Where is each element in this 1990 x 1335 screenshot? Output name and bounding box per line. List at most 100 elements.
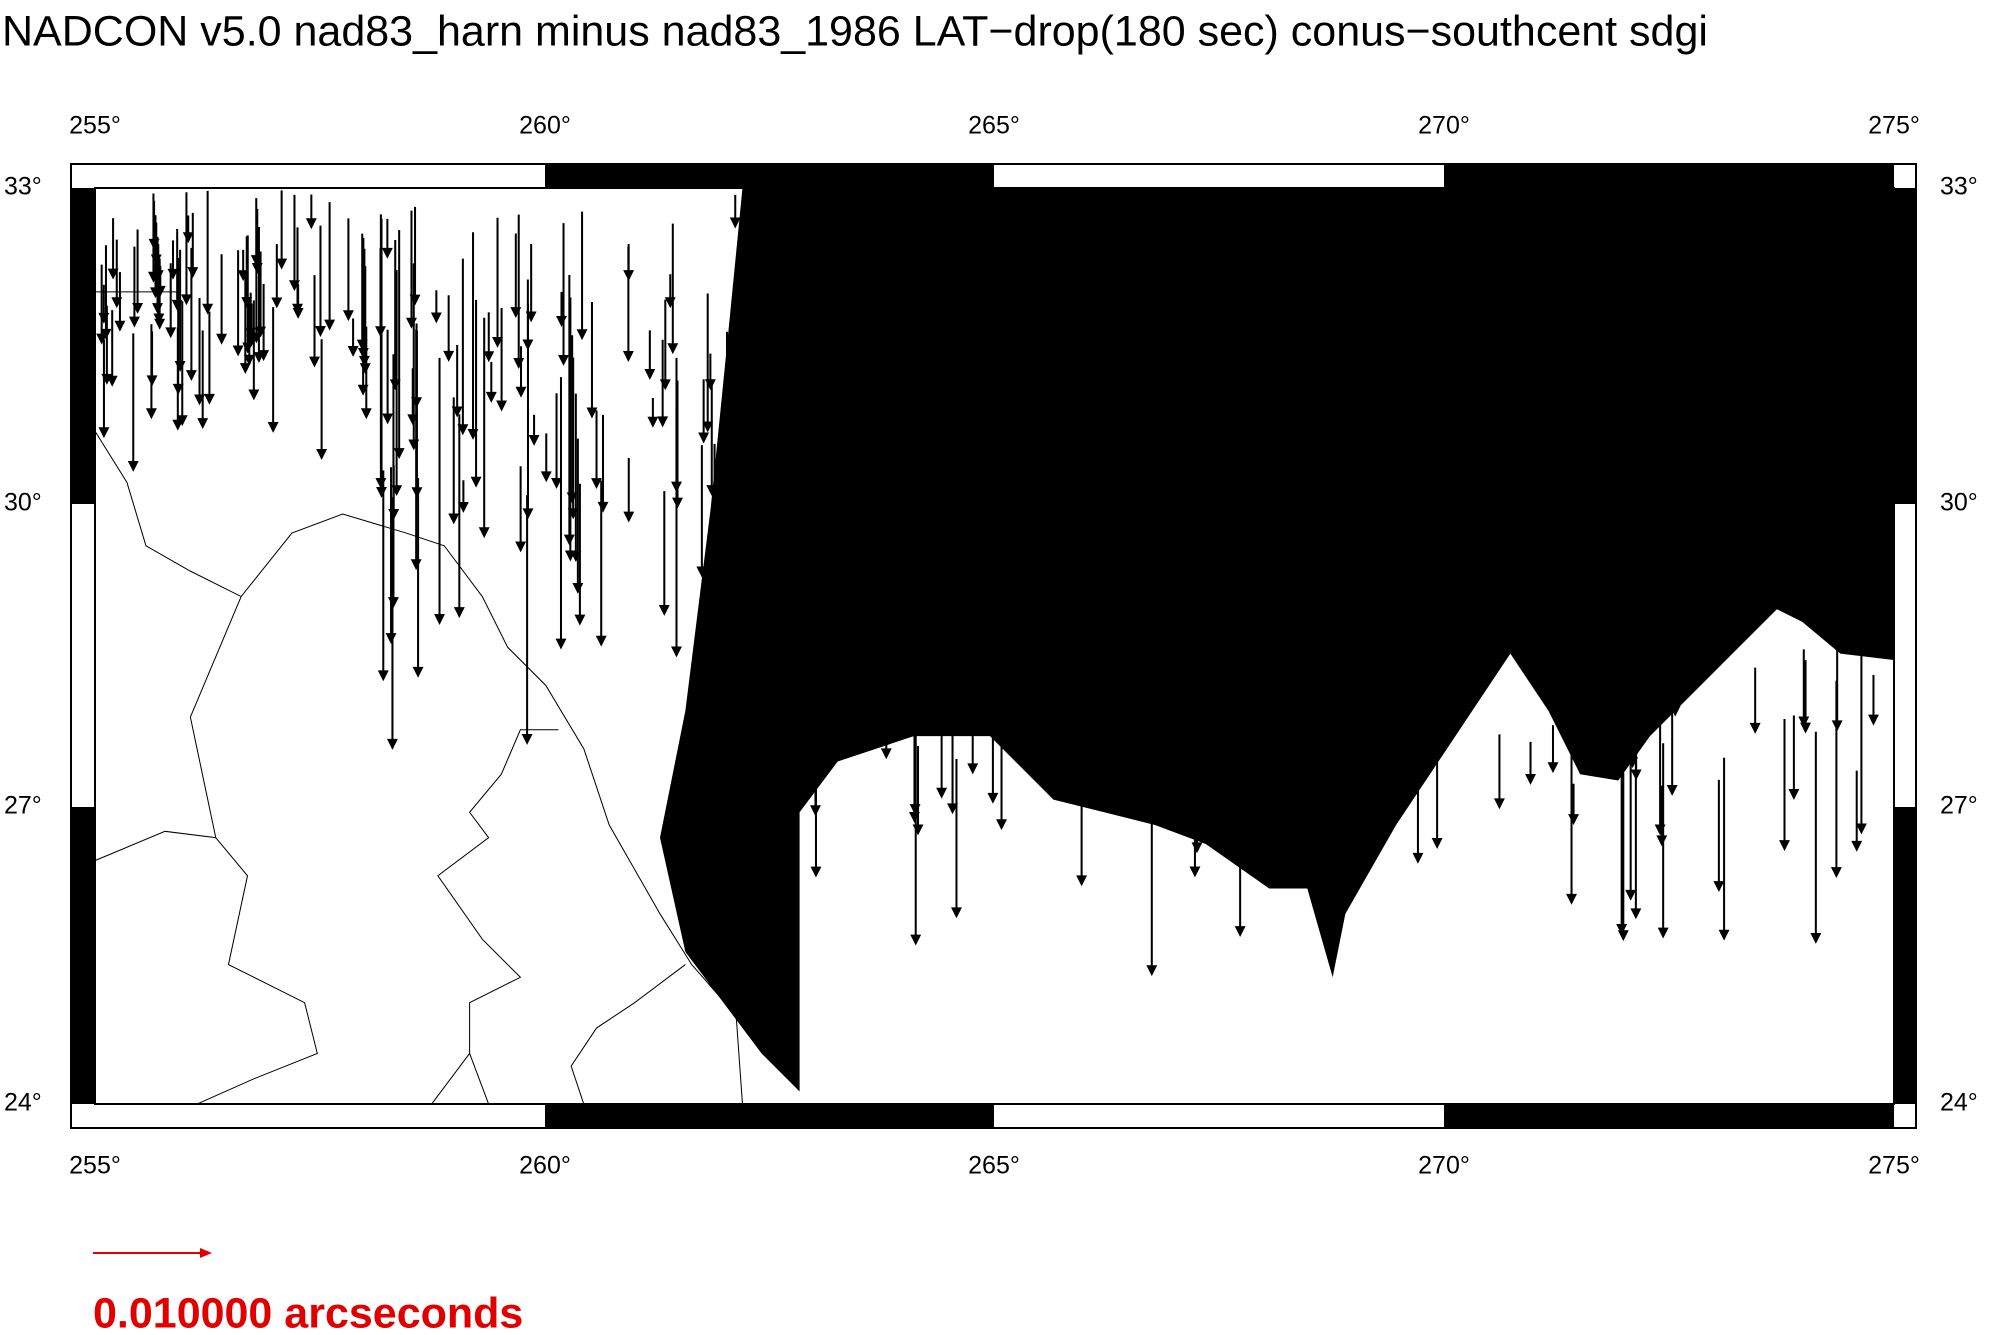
arrow-head	[1191, 842, 1203, 854]
arrow-head	[591, 478, 602, 490]
arrow-head	[658, 605, 670, 616]
arrow-head	[347, 345, 359, 357]
arrow-head	[483, 351, 495, 363]
arrow-head	[412, 666, 424, 678]
arrow-head	[316, 449, 328, 460]
x-tick-label: 260°	[519, 112, 571, 140]
arrow-head	[443, 350, 455, 362]
y-tick-label: 33°	[1940, 173, 1978, 201]
boundaries	[94, 291, 743, 1105]
arrow-head	[644, 368, 656, 380]
y-tick-label: 30°	[4, 489, 42, 517]
x-tick-label: 275°	[1868, 1152, 1920, 1180]
scale-arrowhead	[200, 1248, 212, 1258]
arrow-head	[388, 597, 399, 609]
arrow-head	[185, 370, 197, 381]
arrow-head	[1666, 785, 1678, 796]
x-tick-label: 260°	[519, 1152, 571, 1180]
arrow-head	[1412, 852, 1424, 864]
arrow-head	[174, 360, 186, 372]
x-tick-label: 255°	[69, 1152, 121, 1180]
arrow-head	[128, 316, 140, 328]
arrow-head	[98, 427, 110, 439]
border-bar	[545, 1104, 994, 1128]
border-bar	[1444, 1104, 1894, 1128]
arrow-head	[197, 418, 209, 429]
arrow-head	[271, 297, 283, 309]
arrow-head	[667, 343, 679, 355]
arrow-head	[187, 267, 199, 279]
arrow-head	[324, 319, 336, 331]
arrow-head	[267, 422, 279, 433]
arrow-head	[1851, 840, 1863, 852]
arrow-head	[408, 439, 420, 451]
arrow-head	[292, 308, 304, 319]
arrow-head	[180, 294, 192, 306]
arrow-head	[622, 351, 634, 362]
arrow-head	[451, 406, 463, 418]
dense-arrows	[659, 187, 1894, 1092]
arrow-head	[1749, 722, 1761, 734]
arrow-head	[647, 416, 659, 428]
arrow-head	[522, 508, 534, 520]
arrow-head	[1146, 965, 1158, 977]
arrow-head	[1076, 875, 1088, 887]
arrow-head	[478, 527, 490, 539]
arrow-head	[448, 513, 460, 525]
arrow-head	[595, 635, 607, 647]
arrow-head	[411, 487, 423, 499]
arrow-head	[146, 375, 158, 387]
y-tick-label: 27°	[1940, 792, 1978, 820]
arrow-head	[216, 333, 228, 345]
arrow-head	[1830, 867, 1842, 879]
arrow-head	[1625, 889, 1637, 901]
arrow-head	[382, 413, 394, 425]
arrow-head	[457, 424, 469, 436]
arrow-head	[576, 329, 588, 341]
arrow-head	[453, 607, 465, 619]
arrow-head	[1855, 823, 1867, 835]
border-bar	[1894, 188, 1916, 504]
arrow-head	[315, 326, 326, 337]
arrow-head	[485, 391, 497, 403]
arrow-head	[810, 866, 822, 878]
arrow-head	[967, 763, 979, 775]
arrow-head	[165, 327, 177, 339]
arrow-head	[457, 501, 469, 513]
arrow-head	[996, 819, 1007, 831]
arrow-head	[729, 217, 741, 229]
arrow-head	[358, 355, 370, 367]
y-tick-label: 24°	[4, 1089, 42, 1117]
arrow-head	[525, 311, 537, 323]
arrow-head	[659, 379, 671, 391]
arrow-head	[239, 363, 251, 375]
arrow-head	[98, 312, 110, 324]
arrow-head	[237, 270, 249, 282]
arrow-head	[111, 297, 123, 309]
arrow-head	[176, 415, 188, 427]
x-tick-label: 270°	[1418, 1152, 1470, 1180]
arrow-head	[555, 638, 567, 650]
arrow-head	[253, 352, 265, 363]
arrow-head	[551, 477, 562, 489]
x-tick-label: 255°	[69, 112, 121, 140]
arrow-head	[357, 384, 369, 396]
arrow-head	[1566, 893, 1577, 905]
arrow-head	[167, 268, 179, 280]
arrow-head	[1718, 929, 1730, 941]
arrow-head	[388, 508, 400, 520]
border-bar	[1444, 164, 1894, 188]
arrow-head	[515, 386, 527, 398]
x-tick-label: 270°	[1418, 112, 1470, 140]
arrow-head	[1493, 798, 1505, 810]
arrow-head	[232, 345, 244, 357]
x-tick-label: 265°	[968, 112, 1020, 140]
arrow-head	[154, 285, 166, 297]
arrow-head	[528, 434, 540, 446]
arrow-head	[386, 738, 398, 750]
arrow-head	[1713, 881, 1725, 892]
y-tick-label: 30°	[1940, 489, 1978, 517]
arrow-head	[194, 394, 205, 406]
arrow-head	[1810, 932, 1822, 944]
